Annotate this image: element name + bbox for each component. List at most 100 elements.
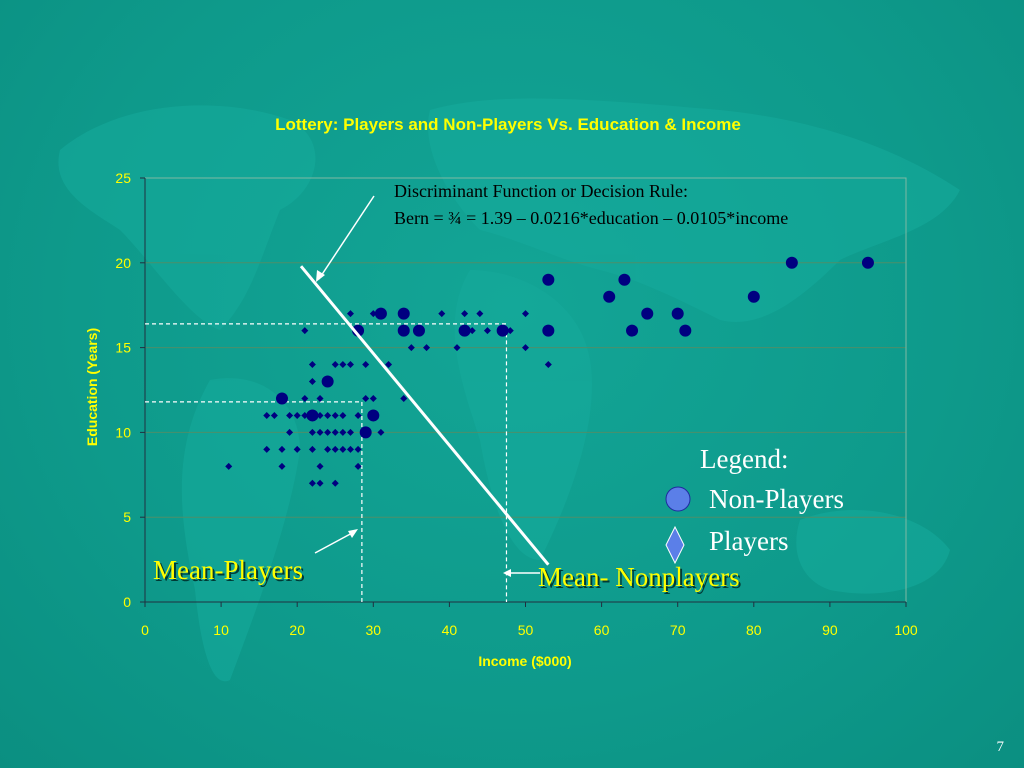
point-player bbox=[324, 445, 332, 453]
point-player bbox=[331, 411, 339, 419]
point-player bbox=[301, 394, 309, 402]
point-player bbox=[346, 361, 354, 369]
point-player bbox=[293, 445, 301, 453]
point-non-player bbox=[641, 307, 654, 320]
x-axis-ticks: 0 10 20 30 40 50 60 70 80 90 100 bbox=[141, 602, 918, 638]
point-player bbox=[407, 344, 415, 352]
y-tick-label: 10 bbox=[115, 424, 131, 440]
point-non-player bbox=[618, 273, 631, 286]
point-player bbox=[278, 462, 286, 470]
y-axis-ticks: 0 5 10 15 20 25 bbox=[115, 170, 145, 610]
point-player bbox=[308, 479, 316, 487]
point-player bbox=[362, 394, 370, 402]
point-player bbox=[453, 344, 461, 352]
point-player bbox=[293, 411, 301, 419]
point-player bbox=[354, 462, 362, 470]
y-tick-label: 20 bbox=[115, 255, 131, 271]
slide-number: 7 bbox=[997, 739, 1005, 755]
point-player bbox=[506, 327, 514, 335]
mean-players-shadow: Mean-Players bbox=[155, 557, 305, 587]
point-player bbox=[385, 361, 393, 369]
point-player bbox=[331, 479, 339, 487]
point-player bbox=[346, 428, 354, 436]
point-player bbox=[278, 445, 286, 453]
point-player bbox=[263, 445, 271, 453]
point-player bbox=[339, 411, 347, 419]
legend-non-players-circle-icon bbox=[665, 486, 691, 512]
x-axis-title: Income ($000) bbox=[478, 653, 571, 669]
point-non-player bbox=[306, 409, 319, 422]
x-tick-label: 30 bbox=[366, 622, 382, 638]
point-player bbox=[286, 428, 294, 436]
point-player bbox=[308, 428, 316, 436]
x-tick-label: 50 bbox=[518, 622, 534, 638]
point-player bbox=[346, 445, 354, 453]
point-player bbox=[339, 445, 347, 453]
point-player bbox=[468, 327, 476, 335]
y-tick-label: 15 bbox=[115, 340, 131, 356]
point-player bbox=[331, 445, 339, 453]
point-player bbox=[316, 428, 324, 436]
point-non-player bbox=[542, 273, 555, 286]
point-non-player bbox=[412, 324, 425, 337]
point-player bbox=[324, 411, 332, 419]
point-non-player bbox=[542, 324, 555, 337]
point-player bbox=[522, 344, 529, 352]
point-player bbox=[263, 411, 271, 419]
y-tick-label: 5 bbox=[123, 509, 131, 525]
mean-reference-lines bbox=[145, 323, 508, 602]
point-non-player bbox=[496, 324, 509, 337]
point-player bbox=[270, 411, 278, 419]
point-non-player bbox=[397, 324, 410, 337]
point-player bbox=[423, 344, 431, 352]
chart-title: Lottery: Players and Non-Players Vs. Edu… bbox=[275, 115, 741, 134]
point-player bbox=[461, 310, 469, 318]
x-tick-label: 10 bbox=[213, 622, 229, 638]
mean-players-reference bbox=[145, 401, 363, 602]
point-player bbox=[483, 327, 491, 335]
point-player bbox=[369, 411, 377, 419]
point-player bbox=[331, 428, 339, 436]
x-tick-label: 100 bbox=[894, 622, 918, 638]
point-player bbox=[354, 445, 362, 453]
point-player bbox=[438, 310, 446, 318]
data-points bbox=[225, 256, 874, 487]
point-non-player bbox=[275, 392, 288, 405]
point-non-player bbox=[374, 307, 387, 320]
point-non-player bbox=[458, 324, 471, 337]
x-tick-label: 80 bbox=[746, 622, 762, 638]
point-player bbox=[369, 394, 377, 402]
point-player bbox=[377, 428, 385, 436]
legend-label-players: Players bbox=[709, 526, 788, 556]
point-player bbox=[316, 479, 324, 487]
mean-nonplayers-arrow-head bbox=[503, 569, 511, 577]
rule-annotation-line2: Bern = ¾ = 1.39 – 0.0216*education – 0.0… bbox=[394, 208, 788, 228]
x-tick-label: 0 bbox=[141, 622, 149, 638]
point-non-player bbox=[321, 375, 334, 388]
point-player bbox=[544, 361, 552, 369]
point-player bbox=[522, 310, 529, 318]
y-axis-title: Education (Years) bbox=[84, 328, 100, 446]
point-player bbox=[225, 462, 233, 470]
point-non-player bbox=[626, 324, 639, 337]
y-tick-label: 25 bbox=[115, 170, 131, 186]
legend-title: Legend: bbox=[700, 444, 788, 474]
point-player bbox=[339, 428, 347, 436]
point-non-player bbox=[359, 426, 372, 439]
x-tick-label: 20 bbox=[289, 622, 305, 638]
point-player bbox=[316, 462, 324, 470]
point-non-player bbox=[747, 290, 760, 303]
point-non-player bbox=[679, 324, 692, 337]
point-player bbox=[316, 411, 324, 419]
point-non-player bbox=[397, 307, 410, 320]
rule-arrow-head bbox=[316, 270, 325, 282]
point-player bbox=[308, 378, 316, 386]
legend-label-non-players: Non-Players bbox=[709, 484, 844, 514]
rule-annotation-line1: Discriminant Function or Decision Rule: bbox=[394, 181, 688, 201]
legend: Legend: Non-Players Players bbox=[665, 444, 844, 565]
point-player bbox=[476, 310, 484, 318]
point-player bbox=[308, 361, 316, 369]
mean-nonplayers-label: Mean- Nonplayers bbox=[538, 562, 740, 592]
